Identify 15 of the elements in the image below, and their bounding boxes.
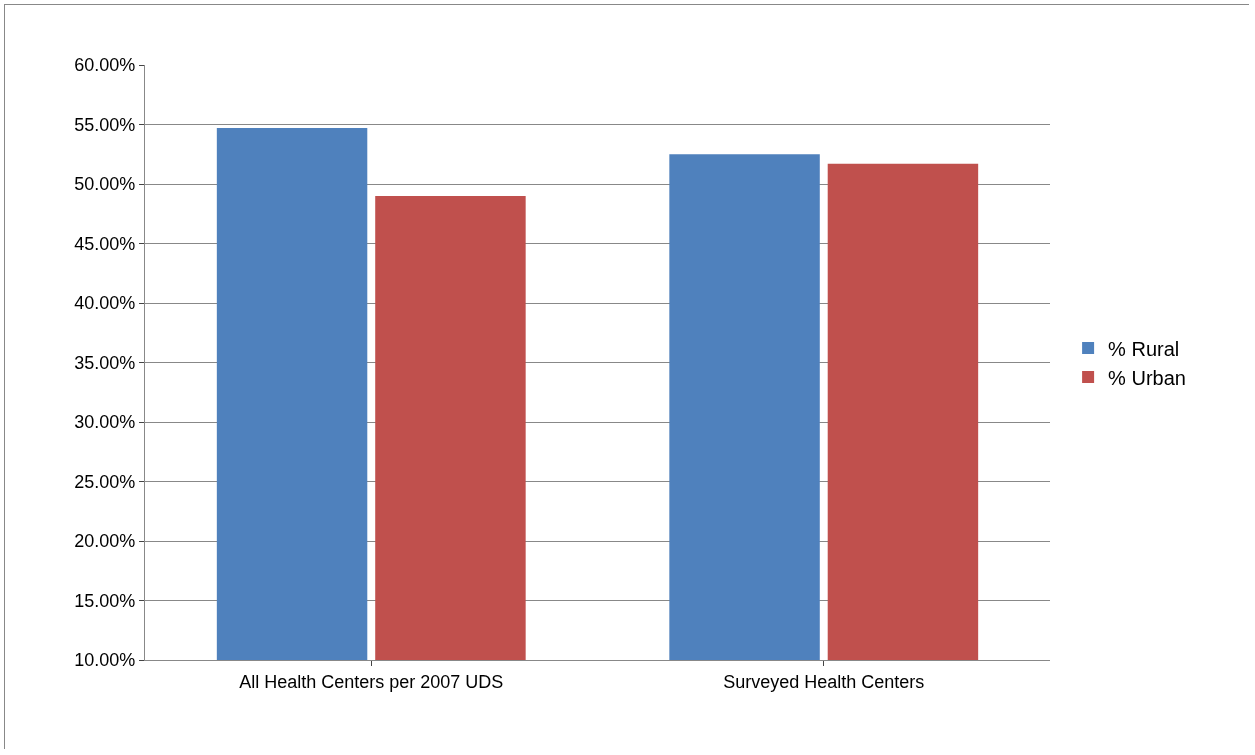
y-tick-label: 35.00% [74, 352, 136, 373]
y-tick-label: 20.00% [74, 531, 136, 552]
x-tick-label: All Health Centers per 2007 UDS [239, 671, 504, 692]
y-tick-label: 10.00% [74, 650, 136, 671]
legend-label: % Rural [1108, 337, 1180, 360]
y-tick-label: 60.00% [74, 55, 136, 76]
y-tick-label: 25.00% [74, 471, 136, 492]
y-tick-label: 45.00% [74, 233, 136, 254]
x-tick-label: Surveyed Health Centers [723, 671, 925, 692]
y-tick-label: 55.00% [74, 114, 136, 135]
legend-label: % Urban [1108, 366, 1186, 389]
y-tick-label: 50.00% [74, 174, 136, 195]
y-tick-label: 30.00% [74, 412, 136, 433]
y-tick-label: 15.00% [74, 590, 136, 611]
y-tick-label: 40.00% [74, 293, 136, 314]
